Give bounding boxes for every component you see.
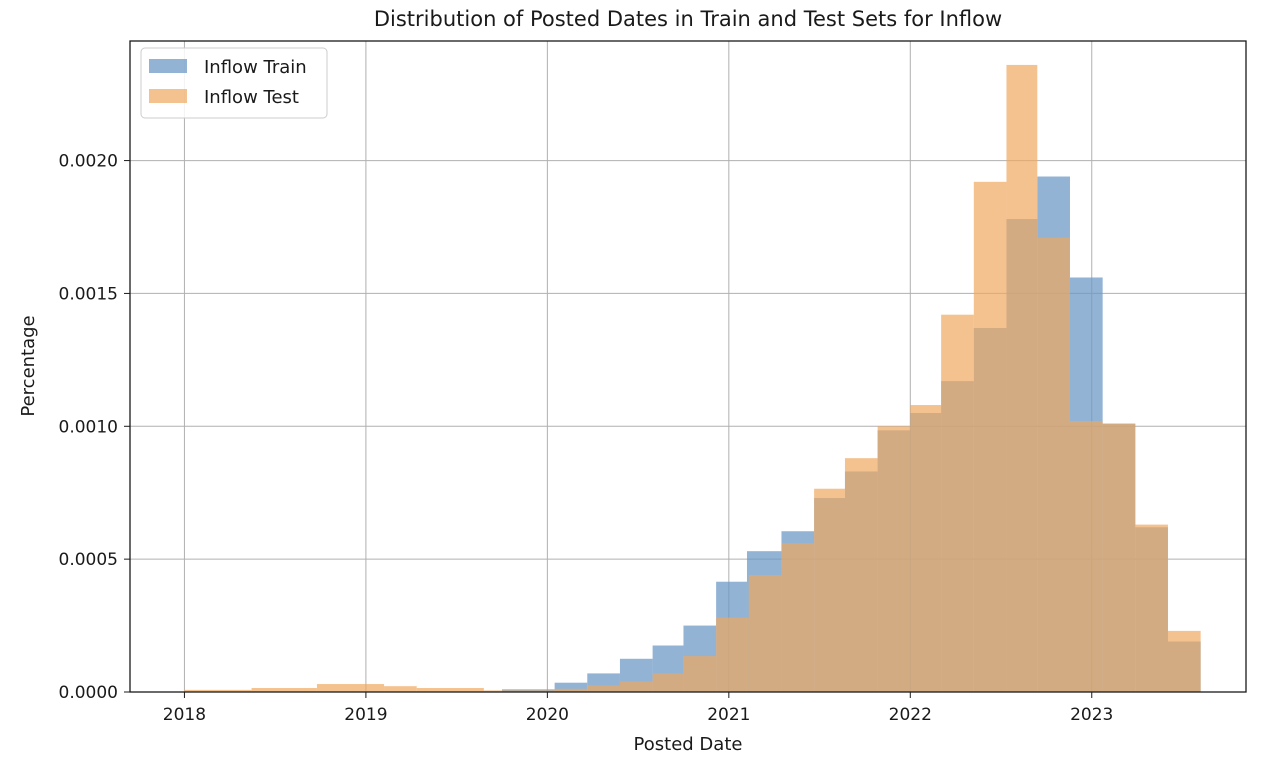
y-axis-ticks: 0.0000 0.0005 0.0010 0.0015 0.0020 [59,152,130,703]
histogram-bar [1006,64,1038,692]
histogram-bar [814,488,845,692]
histogram-bar [877,426,911,692]
histogram-bar [587,685,620,692]
histogram-bars [184,64,1201,693]
histogram-bar [781,543,815,692]
histogram-bar [652,673,684,692]
series-inflow-test [184,64,1201,693]
x-tick-label: 2023 [1070,705,1113,725]
histogram-bar [844,458,878,692]
histogram-bar [910,405,942,692]
histogram-bar [716,617,749,692]
x-axis-label: Posted Date [634,734,743,755]
histogram-bar [384,686,417,692]
legend: Inflow Train Inflow Test [140,47,328,119]
histogram-bar [554,682,588,692]
chart-title: Distribution of Posted Dates in Train an… [374,7,1002,31]
histogram-bar [683,656,717,692]
histogram-bar [1037,237,1070,692]
histogram-bar [184,689,252,692]
y-tick-label: 0.0010 [59,417,118,437]
legend-label-inflow-test: Inflow Test [204,87,299,108]
histogram-bar [416,688,484,692]
histogram-bar [251,688,317,692]
legend-label-inflow-train: Inflow Train [204,57,307,78]
x-tick-label: 2021 [707,705,750,725]
x-tick-label: 2018 [163,705,206,725]
histogram-bar [748,575,782,692]
y-axis-label: Percentage [18,315,39,416]
x-tick-label: 2019 [344,705,387,725]
histogram-bar [619,681,653,692]
legend-box [140,47,328,119]
histogram-bar [1135,524,1168,692]
x-axis-ticks: 2018 2019 2020 2021 2022 2023 [163,692,1113,725]
y-tick-label: 0.0020 [59,152,118,172]
x-tick-label: 2022 [889,705,932,725]
histogram-bar [554,688,588,692]
y-tick-label: 0.0005 [59,550,118,570]
histogram-bar [1069,420,1103,692]
y-tick-label: 0.0015 [59,284,118,304]
y-tick-label: 0.0000 [59,683,118,703]
legend-swatch-inflow-test [149,89,187,103]
histogram-bar [1102,423,1136,692]
legend-swatch-inflow-train [149,59,187,73]
x-tick-label: 2020 [526,705,569,725]
histogram-bar [973,181,1007,693]
histogram-bar [941,314,974,692]
histogram-bar [483,690,555,692]
histogram-bar [316,684,385,692]
histogram-bar [1167,630,1201,692]
plot-frame [129,40,1247,693]
